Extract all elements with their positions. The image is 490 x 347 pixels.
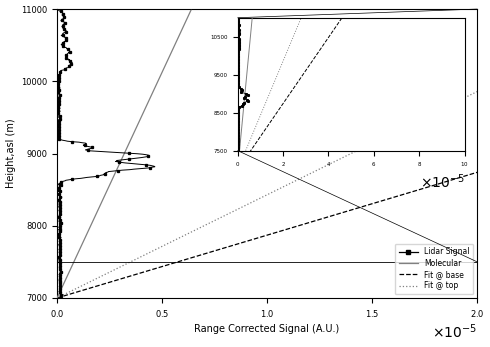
Fit @ base [93,284,99,288]
Molecular [79,242,85,246]
Lidar Signal [56,7,62,11]
Line: Fit @ top: Fit @ top [57,9,490,298]
Molecular [189,7,195,11]
Molecular [177,32,183,36]
Lidar Signal [56,126,62,130]
Molecular [90,219,96,223]
X-axis label: Range Corrected Signal (A.U.): Range Corrected Signal (A.U.) [195,324,340,334]
Lidar Signal [58,245,64,249]
Fit @ top [78,284,84,288]
Fit @ base [112,278,118,282]
Lidar Signal [55,103,61,107]
Fit @ base [54,296,60,300]
Fit @ base [312,219,318,223]
Bar [57,9,477,262]
Fit @ top [90,278,96,282]
Fit @ top [54,296,60,300]
Lidar Signal [58,296,64,300]
Line: Fit @ base: Fit @ base [57,9,490,298]
Legend: Lidar Signal, Molecular, Fit @ base, Fit @ top: Lidar Signal, Molecular, Fit @ base, Fit… [395,244,473,294]
Line: Lidar Signal: Lidar Signal [56,8,156,299]
Y-axis label: Height,asl (m): Height,asl (m) [5,119,16,188]
Lidar Signal [149,165,155,169]
Molecular [60,284,66,288]
Lidar Signal [57,222,63,226]
Molecular [54,296,60,300]
Fit @ top [211,219,217,223]
Molecular [62,278,68,282]
Fit @ top [164,242,170,246]
Line: Molecular: Molecular [57,9,192,298]
Molecular [182,22,188,26]
Fit @ base [234,242,240,246]
Lidar Signal [56,78,62,83]
